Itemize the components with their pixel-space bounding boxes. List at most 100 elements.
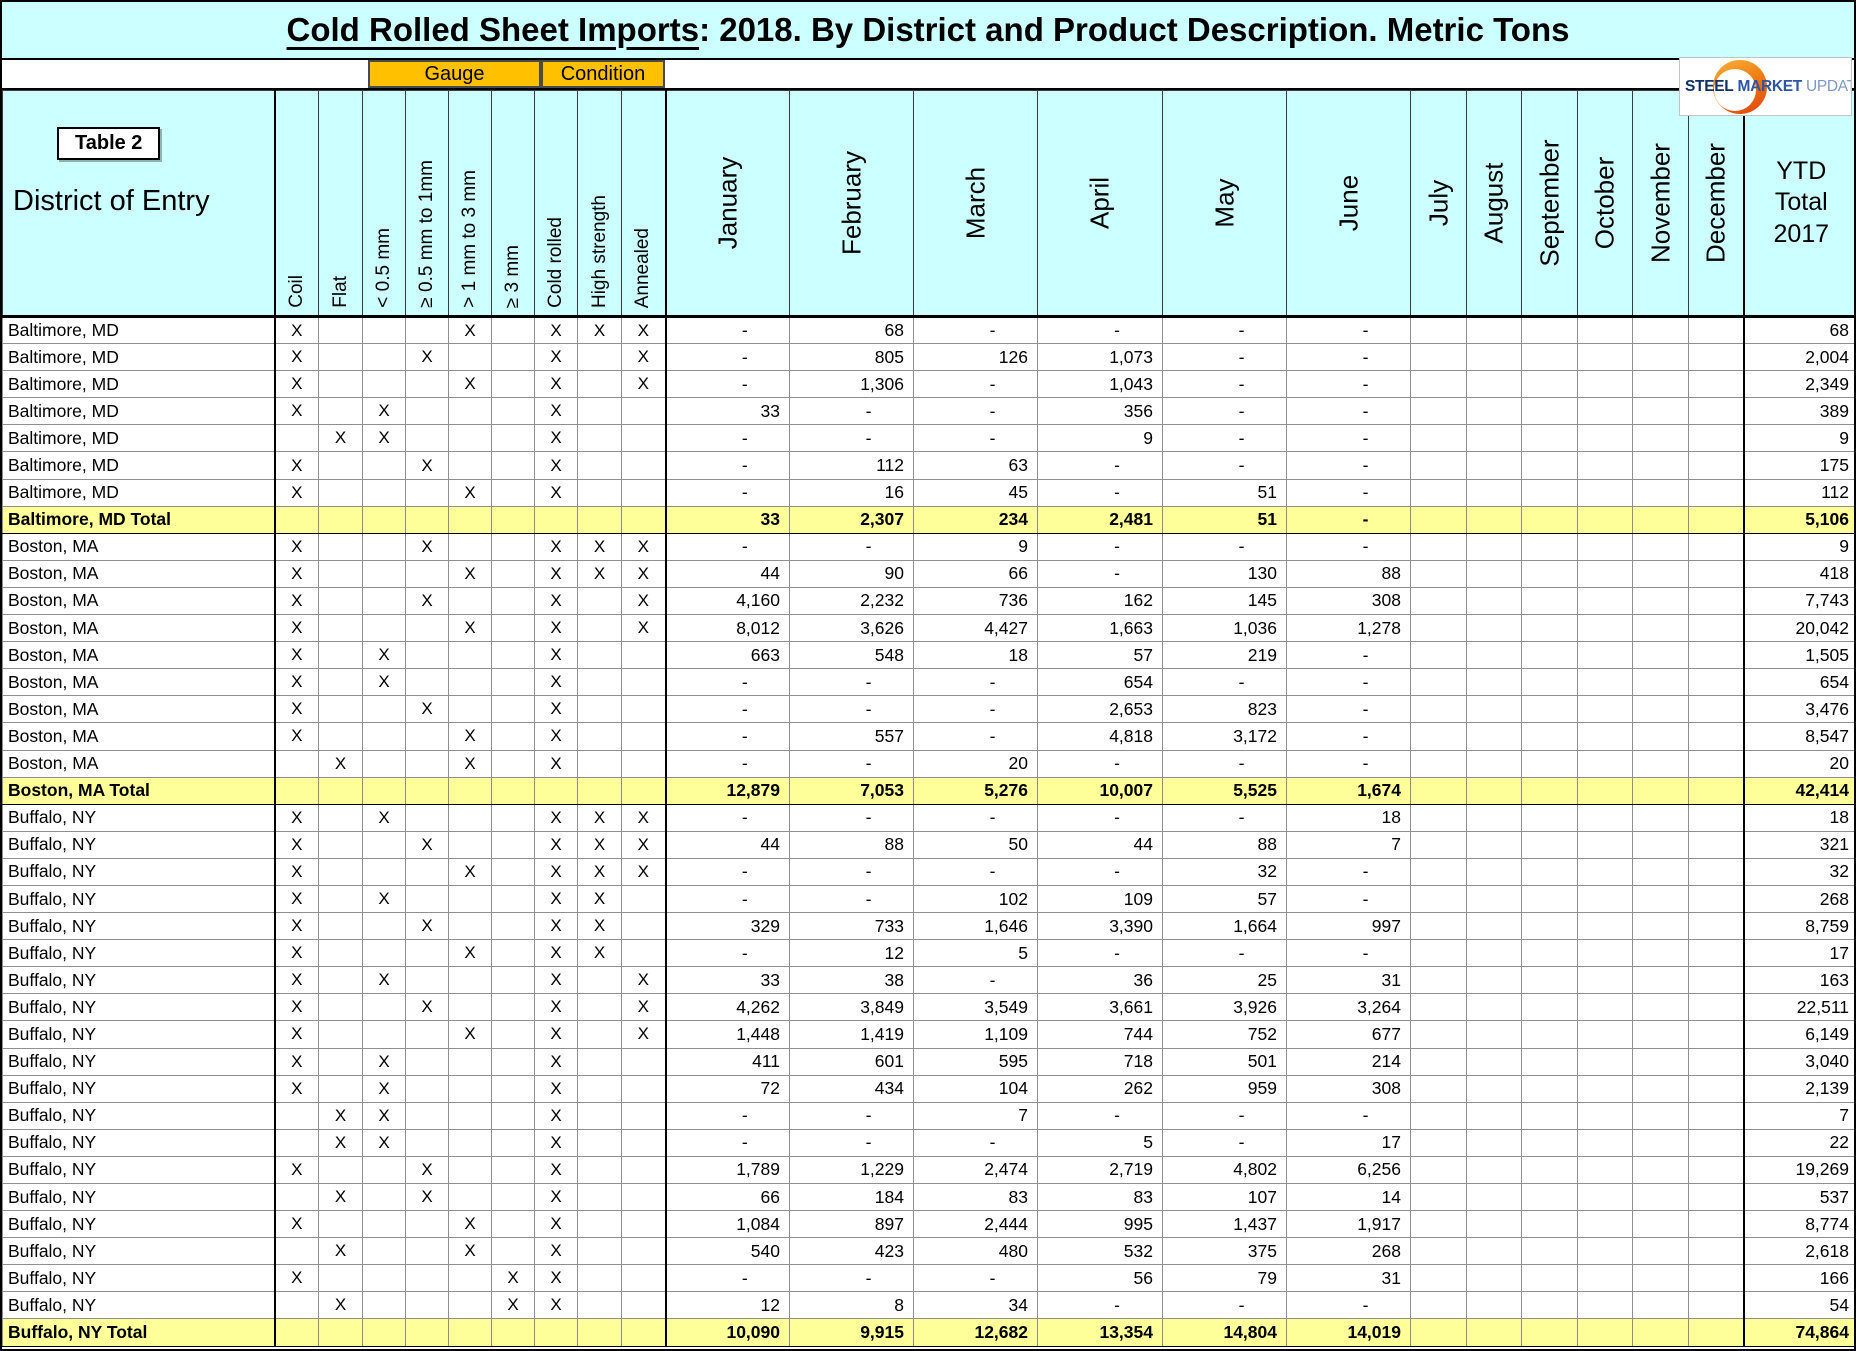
attr-mark-cell (448, 397, 492, 426)
attr-mark-cell (318, 343, 363, 372)
month-value-cell: 126 (913, 343, 1038, 372)
month-empty-cell (1577, 505, 1633, 534)
month-empty-cell (1577, 993, 1633, 1022)
table-2-label: Table 2 (57, 127, 161, 160)
month-empty-cell (1688, 1237, 1745, 1266)
district-cell: Baltimore, MD (2, 315, 276, 345)
month-empty-cell (1466, 1047, 1522, 1076)
month-empty-cell (1688, 505, 1745, 534)
month-empty-cell (1521, 966, 1578, 995)
month-value-cell: 2,481 (1037, 505, 1163, 534)
month-value-cell: - (1037, 1291, 1163, 1320)
attr-mark-cell (362, 1182, 406, 1212)
attr-mark-cell (577, 370, 622, 399)
attr-mark-cell (621, 1318, 667, 1347)
month-empty-cell (1632, 614, 1689, 643)
month-value-cell: 540 (665, 1237, 790, 1266)
attr-mark-cell (448, 668, 492, 697)
attr-mark-cell (621, 478, 667, 507)
month-empty-cell (1410, 884, 1467, 914)
column-header-month: October (1577, 90, 1633, 318)
attr-mark-cell (577, 1237, 622, 1266)
month-empty-cell (1410, 857, 1467, 886)
month-value-cell: 4,160 (665, 586, 790, 616)
attr-mark-cell (491, 343, 535, 372)
month-empty-cell (1577, 315, 1633, 345)
month-empty-cell (1688, 1264, 1745, 1293)
table-row: Buffalo, NY X X X X 329 733 1,646 3,390 1,664 997 8… (2, 912, 1854, 941)
month-value-cell: 10,090 (665, 1318, 790, 1347)
attr-mark-cell (491, 641, 535, 670)
attr-mark-cell (448, 451, 492, 480)
attr-mark-cell (318, 1020, 363, 1049)
month-value-cell: - (1037, 857, 1163, 886)
month-value-cell: - (1162, 451, 1287, 480)
logo-text: STEEL MARKET UPDATE (1685, 78, 1851, 96)
month-empty-cell (1466, 370, 1522, 399)
attr-mark-cell: X (318, 1237, 363, 1266)
month-empty-cell (1466, 1291, 1522, 1320)
attr-header-label: High strength (588, 194, 610, 308)
month-value-cell: - (1286, 397, 1411, 426)
month-value-cell: 63 (913, 451, 1038, 480)
attr-mark-cell: X (621, 614, 667, 643)
attr-mark-cell: X (274, 857, 319, 886)
month-value-cell: - (665, 668, 790, 697)
month-empty-cell (1632, 966, 1689, 995)
month-empty-cell (1577, 1047, 1633, 1076)
month-value-cell: - (1162, 1291, 1287, 1320)
month-empty-cell (1577, 641, 1633, 670)
attr-mark-cell (621, 451, 667, 480)
month-value-cell: - (1162, 668, 1287, 697)
attr-mark-cell (491, 966, 535, 995)
month-empty-cell (1521, 695, 1578, 724)
month-empty-cell (1521, 1237, 1578, 1266)
attr-mark-cell (577, 424, 622, 453)
table-row: Buffalo, NY X X X 1,789 1,229 2,474 2,719 4,802 6… (2, 1155, 1854, 1185)
month-empty-cell (1466, 1101, 1522, 1130)
month-value-cell: - (789, 857, 914, 886)
attr-mark-cell (577, 1291, 622, 1320)
month-value-cell: 5,525 (1162, 776, 1287, 805)
attr-mark-cell (274, 1182, 319, 1212)
ytd-value-cell: 166 (1743, 1264, 1854, 1293)
month-empty-cell (1410, 803, 1467, 832)
title-rest: : 2018. By District and Product Descript… (699, 11, 1570, 48)
attr-mark-cell (621, 1210, 667, 1239)
month-empty-cell (1632, 1237, 1689, 1266)
month-header-label: May (1209, 178, 1239, 228)
attr-mark-cell (448, 1128, 492, 1157)
attr-mark-cell (491, 939, 535, 968)
attr-mark-cell: X (274, 532, 319, 561)
ytd-value-cell: 2,139 (1743, 1074, 1854, 1103)
month-empty-cell (1577, 749, 1633, 778)
attr-mark-cell (405, 424, 449, 453)
attr-mark-cell (405, 614, 449, 643)
month-value-cell: - (1286, 370, 1411, 399)
column-header-month: August (1466, 90, 1522, 318)
attr-mark-cell (362, 857, 406, 886)
column-header-month: June (1286, 90, 1411, 318)
month-empty-cell (1521, 722, 1578, 751)
district-cell: Buffalo, NY (2, 830, 276, 859)
month-value-cell: 12,682 (913, 1318, 1038, 1347)
attr-mark-cell: X (448, 1237, 492, 1266)
attr-mark-cell (362, 1237, 406, 1266)
month-value-cell: - (1037, 478, 1163, 507)
month-value-cell: 12 (789, 939, 914, 968)
attr-mark-cell (318, 1047, 363, 1076)
table-row: Buffalo, NY X X X X - -102 109 57-268 (2, 884, 1854, 914)
month-empty-cell (1410, 614, 1467, 643)
month-empty-cell (1632, 1020, 1689, 1049)
month-value-cell: 1,437 (1162, 1210, 1287, 1239)
month-empty-cell (1466, 912, 1522, 941)
month-header-label: January (712, 156, 743, 250)
attr-mark-cell (621, 1264, 667, 1293)
month-empty-cell (1466, 1074, 1522, 1103)
ytd-value-cell: 175 (1743, 451, 1854, 480)
attr-mark-cell: X (274, 939, 319, 968)
month-empty-cell (1632, 1291, 1689, 1320)
attr-mark-cell (577, 749, 622, 778)
month-value-cell: - (1162, 315, 1287, 345)
attr-mark-cell: X (448, 315, 492, 345)
